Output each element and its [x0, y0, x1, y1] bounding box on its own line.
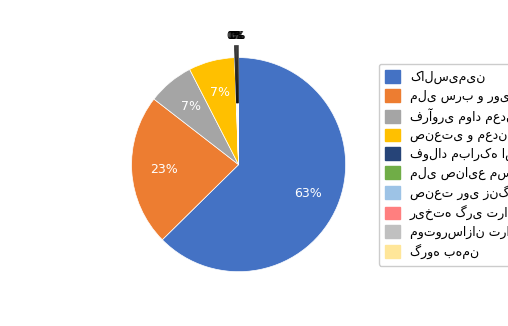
Text: 23%: 23%: [150, 163, 178, 176]
Text: 0%: 0%: [229, 31, 244, 41]
Wedge shape: [235, 58, 239, 165]
Wedge shape: [162, 58, 345, 272]
Wedge shape: [238, 58, 239, 165]
Wedge shape: [154, 69, 239, 165]
Legend: کالسیمین, ملی سرب و روی ایران, فرآوری مواد معدنی ایران, صنعتی و معدنی شمال شرق ش: کالسیمین, ملی سرب و روی ایران, فرآوری مو…: [378, 64, 508, 265]
Text: 0%: 0%: [230, 31, 245, 41]
Wedge shape: [237, 58, 239, 165]
Wedge shape: [237, 58, 239, 165]
Text: 0%: 0%: [228, 31, 243, 41]
Wedge shape: [189, 58, 239, 165]
Text: 7%: 7%: [181, 100, 201, 113]
Text: 7%: 7%: [210, 86, 230, 99]
Text: 63%: 63%: [294, 187, 322, 200]
Wedge shape: [132, 99, 239, 240]
Text: 0%: 0%: [231, 31, 246, 41]
Text: 0%: 0%: [227, 31, 242, 41]
Wedge shape: [235, 58, 239, 165]
Wedge shape: [236, 58, 239, 165]
Text: 0%: 0%: [228, 31, 243, 41]
